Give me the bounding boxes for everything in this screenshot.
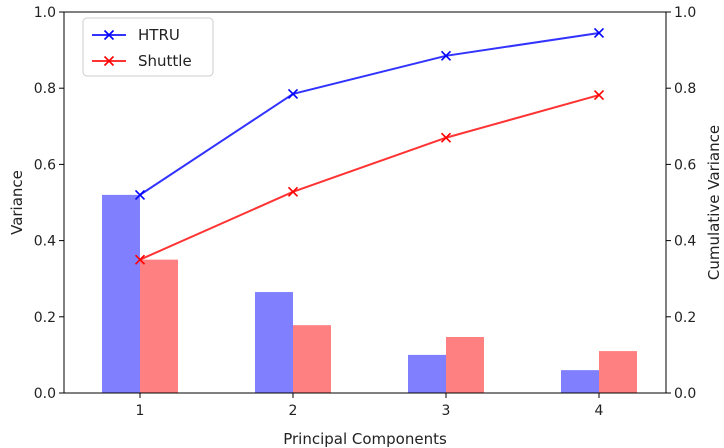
bar-htru-1 bbox=[102, 194, 140, 393]
point-htru-4 bbox=[593, 27, 605, 39]
y-tick-label-0.8: 0.8 bbox=[34, 81, 56, 97]
point-shuttle-4-stroke-b bbox=[593, 89, 605, 101]
point-shuttle-3 bbox=[440, 132, 452, 143]
y-right-tick-label-0.8: 0.8 bbox=[674, 81, 696, 97]
x-tick-label-2: 2 bbox=[289, 403, 298, 419]
bar-shuttle-2 bbox=[293, 325, 331, 393]
bar-htru-4 bbox=[561, 370, 599, 393]
legend-label-shuttle: Shuttle bbox=[138, 52, 192, 70]
bar-shuttle-3 bbox=[446, 336, 484, 393]
x-axis-label: Principal Components bbox=[283, 430, 447, 448]
point-shuttle-3-stroke-b bbox=[440, 132, 452, 143]
legend-marker-x-htru-stroke-b bbox=[103, 29, 115, 41]
legend: HTRU Shuttle bbox=[82, 17, 214, 77]
lines-layer bbox=[134, 27, 605, 265]
y-tick-label-1.0: 1.0 bbox=[34, 5, 56, 21]
y-tick-label-0.2: 0.2 bbox=[34, 310, 56, 326]
line-shuttle bbox=[139, 94, 600, 261]
bar-htru-3 bbox=[408, 354, 446, 393]
legend-label-htru: HTRU bbox=[138, 26, 180, 44]
y-axis-right-label: Cumulative Variance bbox=[705, 125, 723, 280]
x-tick-label-4: 4 bbox=[595, 403, 604, 419]
point-htru-3 bbox=[440, 50, 452, 61]
point-shuttle-1-stroke-b bbox=[134, 254, 146, 265]
x-tick-label-1: 1 bbox=[136, 403, 145, 419]
point-htru-2 bbox=[287, 88, 299, 99]
legend-marker-shuttle bbox=[103, 55, 115, 67]
axes-layer: 0.0 0.0 0.2 0.2 0.4 0.4 0.6 0.6 0.8 0.8 1.0 1.0 1 2 3 4 bbox=[34, 5, 697, 419]
y-right-tick-label-0.0: 0.0 bbox=[674, 386, 696, 402]
point-shuttle-2-stroke-b bbox=[287, 186, 299, 197]
legend-marker-x-shuttle-stroke-b bbox=[103, 55, 115, 67]
bar-shuttle-1 bbox=[140, 259, 178, 393]
point-htru-1 bbox=[134, 189, 146, 200]
plot-frame bbox=[63, 11, 667, 394]
point-htru-4-stroke-b bbox=[593, 27, 605, 39]
line-htru bbox=[139, 31, 600, 196]
point-htru-3-stroke-b bbox=[440, 50, 452, 61]
bar-shuttle-4 bbox=[599, 351, 637, 393]
y-right-tick-label-0.2: 0.2 bbox=[674, 310, 696, 326]
y-right-tick-label-0.4: 0.4 bbox=[674, 234, 696, 250]
legend-marker-x-shuttle bbox=[103, 55, 115, 67]
y-right-tick-label-0.6: 0.6 bbox=[674, 157, 696, 173]
bars-layer bbox=[102, 194, 637, 393]
y-axis-label: Variance bbox=[8, 170, 26, 235]
bar-htru-2 bbox=[255, 292, 293, 393]
y-tick-label-0.0: 0.0 bbox=[34, 386, 56, 402]
legend-marker-htru bbox=[103, 29, 115, 41]
legend-marker-x-htru bbox=[103, 29, 115, 41]
point-shuttle-2 bbox=[287, 186, 299, 197]
y-right-tick-label-1.0: 1.0 bbox=[674, 5, 696, 21]
point-htru-2-stroke-b bbox=[287, 88, 299, 99]
point-shuttle-4 bbox=[593, 89, 605, 101]
y-tick-label-0.6: 0.6 bbox=[34, 157, 56, 173]
point-shuttle-1 bbox=[134, 254, 146, 265]
y-tick-label-0.4: 0.4 bbox=[34, 234, 56, 250]
x-tick-label-3: 3 bbox=[442, 403, 451, 419]
point-htru-1-stroke-b bbox=[134, 189, 146, 200]
